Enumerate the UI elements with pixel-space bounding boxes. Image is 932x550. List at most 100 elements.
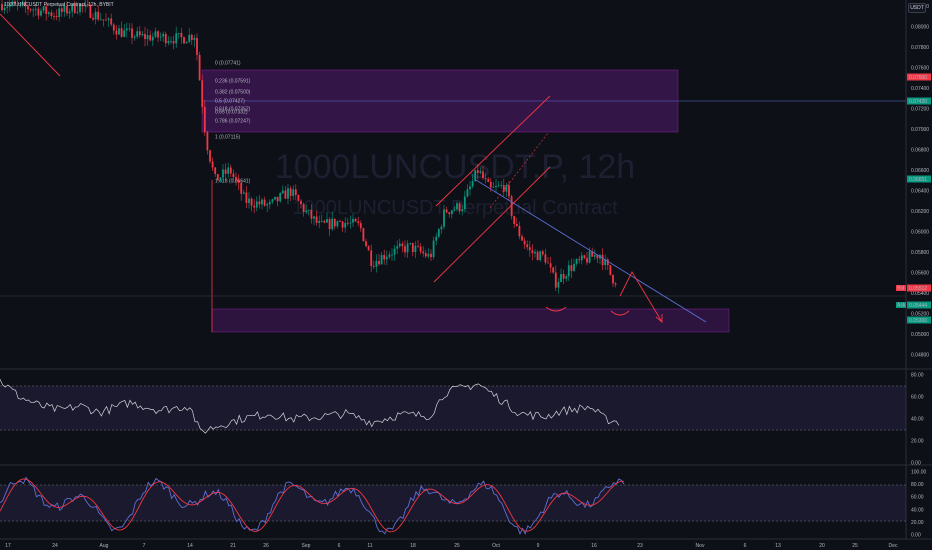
candle-body[interactable]	[133, 36, 136, 38]
candle-body[interactable]	[47, 12, 50, 14]
stoch-d-line[interactable]	[0, 478, 625, 533]
candle-body[interactable]	[79, 4, 81, 13]
candle-body[interactable]	[55, 16, 58, 17]
candle-body[interactable]	[240, 182, 243, 194]
candle-body[interactable]	[482, 171, 484, 179]
candle-body[interactable]	[102, 19, 105, 21]
candle-body[interactable]	[370, 250, 373, 266]
rsi-axis[interactable]: 80.00 60.00 40.00 20.00 0.00	[911, 373, 924, 467]
time-axis[interactable]: 17 24 Aug 7 14 21 26 Sep 6 11 18 25 Oct 9 16 23 Nov 6 13 20…	[5, 543, 898, 549]
candle-body[interactable]	[138, 31, 141, 36]
candle-body[interactable]	[183, 37, 185, 44]
price-axis-pane[interactable]	[906, 0, 932, 550]
candle-body[interactable]	[313, 216, 315, 219]
candle-body[interactable]	[500, 185, 503, 186]
candle-body[interactable]	[258, 201, 261, 205]
candle-body[interactable]	[6, 6, 9, 8]
candle-body[interactable]	[448, 212, 451, 214]
candle-body[interactable]	[58, 8, 61, 17]
candle-body[interactable]	[471, 181, 474, 187]
candle-body[interactable]	[388, 254, 391, 257]
candle-body[interactable]	[341, 221, 344, 228]
candle-body[interactable]	[414, 245, 417, 253]
currency-button[interactable]: USDT	[908, 3, 926, 13]
candle-body[interactable]	[42, 6, 45, 11]
symbol-info[interactable]: 1000LUNCUSDT Perpetual Contract, 12h, BY…	[4, 2, 114, 8]
candle-body[interactable]	[185, 41, 188, 44]
candle-body[interactable]	[575, 259, 578, 264]
candle-body[interactable]	[287, 188, 289, 199]
candle-body[interactable]	[487, 179, 490, 182]
candle-body[interactable]	[432, 240, 435, 258]
candle-body[interactable]	[263, 199, 266, 206]
candle-body[interactable]	[131, 28, 133, 38]
candle-body[interactable]	[333, 218, 336, 227]
candle-body[interactable]	[463, 196, 466, 210]
candle-body[interactable]	[323, 220, 326, 223]
candle-body[interactable]	[515, 223, 518, 226]
candle-body[interactable]	[502, 185, 505, 192]
candle-body[interactable]	[198, 54, 201, 81]
candle-body[interactable]	[99, 19, 102, 21]
candle-body[interactable]	[406, 243, 409, 253]
candle-body[interactable]	[586, 258, 588, 263]
candle-body[interactable]	[110, 18, 113, 25]
candle-body[interactable]	[419, 246, 422, 252]
candle-body[interactable]	[3, 7, 6, 11]
candle-body[interactable]	[128, 28, 131, 30]
candle-body[interactable]	[346, 222, 349, 224]
candle-body[interactable]	[359, 223, 362, 229]
candle-body[interactable]	[76, 12, 79, 13]
candle-body[interactable]	[292, 189, 295, 196]
candle-body[interactable]	[396, 246, 399, 249]
candle-body[interactable]	[378, 260, 380, 265]
candle-body[interactable]	[339, 221, 341, 222]
candle-body[interactable]	[193, 38, 196, 41]
candle-body[interactable]	[604, 259, 607, 266]
candle-body[interactable]	[63, 5, 66, 12]
candle-body[interactable]	[32, 9, 35, 11]
candle-body[interactable]	[336, 221, 339, 227]
candle-body[interactable]	[214, 167, 217, 175]
candle-body[interactable]	[362, 228, 365, 242]
candle-body[interactable]	[203, 106, 206, 133]
candle-body[interactable]	[580, 255, 583, 261]
candle-body[interactable]	[89, 5, 92, 18]
candle-body[interactable]	[115, 30, 118, 35]
candle-body[interactable]	[172, 41, 175, 44]
candle-body[interactable]	[284, 190, 287, 199]
candle-body[interactable]	[232, 173, 235, 178]
descending-trendline[interactable]	[475, 179, 707, 323]
candle-body[interactable]	[596, 255, 599, 259]
candle-body[interactable]	[541, 251, 544, 255]
candle-body[interactable]	[94, 11, 97, 20]
candle-body[interactable]	[8, 4, 11, 7]
candle-body[interactable]	[326, 219, 328, 223]
candle-body[interactable]	[505, 185, 508, 192]
candle-body[interactable]	[19, 2, 22, 4]
candle-body[interactable]	[476, 170, 479, 173]
candle-body[interactable]	[328, 219, 331, 230]
candle-body[interactable]	[310, 209, 313, 219]
candle-body[interactable]	[144, 33, 146, 40]
candle-body[interactable]	[411, 242, 414, 253]
candle-body[interactable]	[557, 282, 560, 288]
candle-body[interactable]	[151, 36, 154, 41]
candlestick-series[interactable]	[1, 0, 617, 294]
candle-body[interactable]	[29, 9, 32, 11]
candle-body[interactable]	[146, 35, 149, 40]
candle-body[interactable]	[344, 222, 347, 228]
candle-body[interactable]	[162, 33, 165, 37]
price-pane[interactable]	[0, 0, 906, 368]
demand-zone[interactable]	[211, 308, 730, 333]
candle-body[interactable]	[237, 180, 240, 183]
candle-body[interactable]	[510, 196, 513, 217]
candle-body[interactable]	[188, 34, 191, 42]
candle-body[interactable]	[552, 267, 555, 273]
candle-body[interactable]	[578, 259, 581, 261]
candle-body[interactable]	[261, 199, 263, 205]
candle-body[interactable]	[229, 167, 232, 174]
candle-body[interactable]	[66, 5, 68, 14]
candle-body[interactable]	[53, 15, 55, 17]
candle-body[interactable]	[149, 35, 152, 41]
